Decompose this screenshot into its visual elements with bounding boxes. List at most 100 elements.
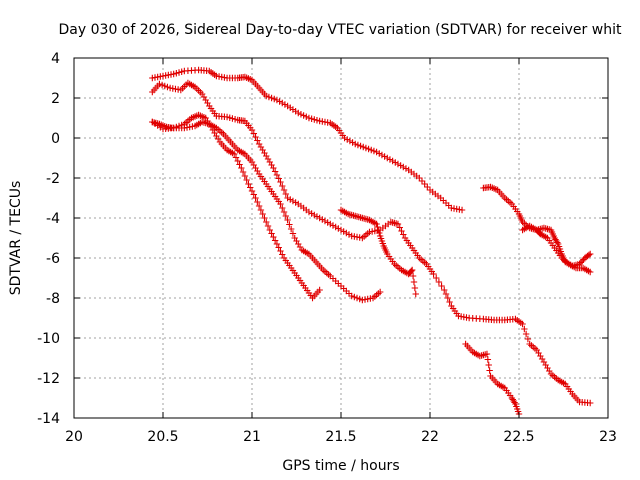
data-point <box>234 157 241 165</box>
data-point <box>259 210 266 218</box>
data-point <box>252 133 259 141</box>
y-tick-label: -6 <box>46 251 60 267</box>
data-point <box>408 267 415 275</box>
x-tick-label: 22 <box>421 429 439 445</box>
data-point <box>438 282 445 290</box>
data-point <box>248 187 256 195</box>
data-point <box>280 208 288 216</box>
data-point <box>270 233 277 241</box>
data-point <box>270 164 277 172</box>
series-track-e <box>337 206 419 298</box>
series-track-g <box>519 222 594 270</box>
data-point <box>410 278 418 286</box>
data-point <box>376 229 383 237</box>
data-point <box>252 194 259 202</box>
data-point <box>232 154 240 161</box>
data-point <box>279 251 286 258</box>
data-point <box>522 330 530 338</box>
data-point <box>554 239 561 246</box>
data-point <box>275 244 282 251</box>
data-point <box>250 191 257 198</box>
data-point <box>254 198 261 206</box>
y-tick-label: 4 <box>51 51 60 67</box>
data-point <box>248 126 256 134</box>
data-point <box>277 247 284 255</box>
data-point <box>284 216 291 224</box>
data-point <box>266 226 273 234</box>
data-point <box>435 278 443 286</box>
series-track-c <box>149 111 323 302</box>
x-tick-label: 20 <box>65 429 83 445</box>
data-point <box>273 171 281 179</box>
y-tick-label: -14 <box>37 411 60 427</box>
x-tick-label: 22.5 <box>503 429 534 445</box>
data-point <box>430 270 437 278</box>
data-point <box>255 202 263 210</box>
data-point <box>441 286 448 294</box>
data-point <box>287 225 295 233</box>
data-point <box>279 204 286 212</box>
data-point <box>239 168 247 176</box>
x-tick-label: 21 <box>243 429 261 445</box>
data-point <box>236 161 243 168</box>
y-tick-label: -10 <box>37 331 60 347</box>
data-point <box>280 186 288 194</box>
data-point <box>444 294 451 302</box>
data-point <box>394 220 402 228</box>
data-point <box>483 350 491 358</box>
x-tick-label: 21.5 <box>325 429 356 445</box>
data-point <box>484 356 492 363</box>
x-axis-label: GPS time / hours <box>282 458 399 474</box>
data-point <box>282 212 290 220</box>
data-point <box>277 200 284 208</box>
data-series <box>149 66 594 418</box>
data-point <box>409 266 416 274</box>
data-point <box>486 367 493 374</box>
x-tick-label: 23 <box>599 429 617 445</box>
data-point <box>247 184 254 191</box>
chart-title: Day 030 of 2026, Sidereal Day-to-day VTE… <box>59 22 622 38</box>
data-point <box>245 180 252 188</box>
data-point <box>241 172 249 180</box>
data-point <box>261 214 268 222</box>
data-point <box>264 222 272 230</box>
data-point <box>446 298 453 306</box>
data-point <box>282 190 290 198</box>
series-track-b <box>149 79 594 407</box>
data-point <box>271 168 279 175</box>
y-tick-label: 0 <box>51 131 60 147</box>
data-point <box>289 230 297 237</box>
data-point <box>412 290 419 298</box>
y-tick-label: -8 <box>46 291 60 307</box>
y-tick-label: 2 <box>51 91 60 107</box>
data-point <box>376 288 384 296</box>
data-point <box>587 268 594 276</box>
y-tick-label: -12 <box>37 371 60 387</box>
grid-lines <box>74 58 608 418</box>
data-point <box>231 150 238 158</box>
data-point <box>511 399 518 406</box>
data-point <box>316 286 323 294</box>
data-point <box>398 227 405 235</box>
data-point <box>254 137 261 144</box>
data-point <box>374 223 381 231</box>
data-point <box>587 250 594 258</box>
data-point <box>485 361 492 369</box>
data-point <box>442 290 450 298</box>
data-point <box>373 220 380 228</box>
data-point <box>273 240 281 248</box>
data-point <box>271 237 279 244</box>
data-point <box>400 231 407 238</box>
data-point <box>243 176 250 184</box>
data-point <box>286 221 293 228</box>
y-axis-label: SDTVAR / TECUs <box>8 181 24 296</box>
data-point <box>458 206 466 214</box>
data-point <box>519 320 526 328</box>
data-point <box>375 226 382 234</box>
data-point <box>521 325 528 333</box>
data-point <box>409 272 417 280</box>
data-point <box>275 175 282 182</box>
data-point <box>587 399 594 407</box>
